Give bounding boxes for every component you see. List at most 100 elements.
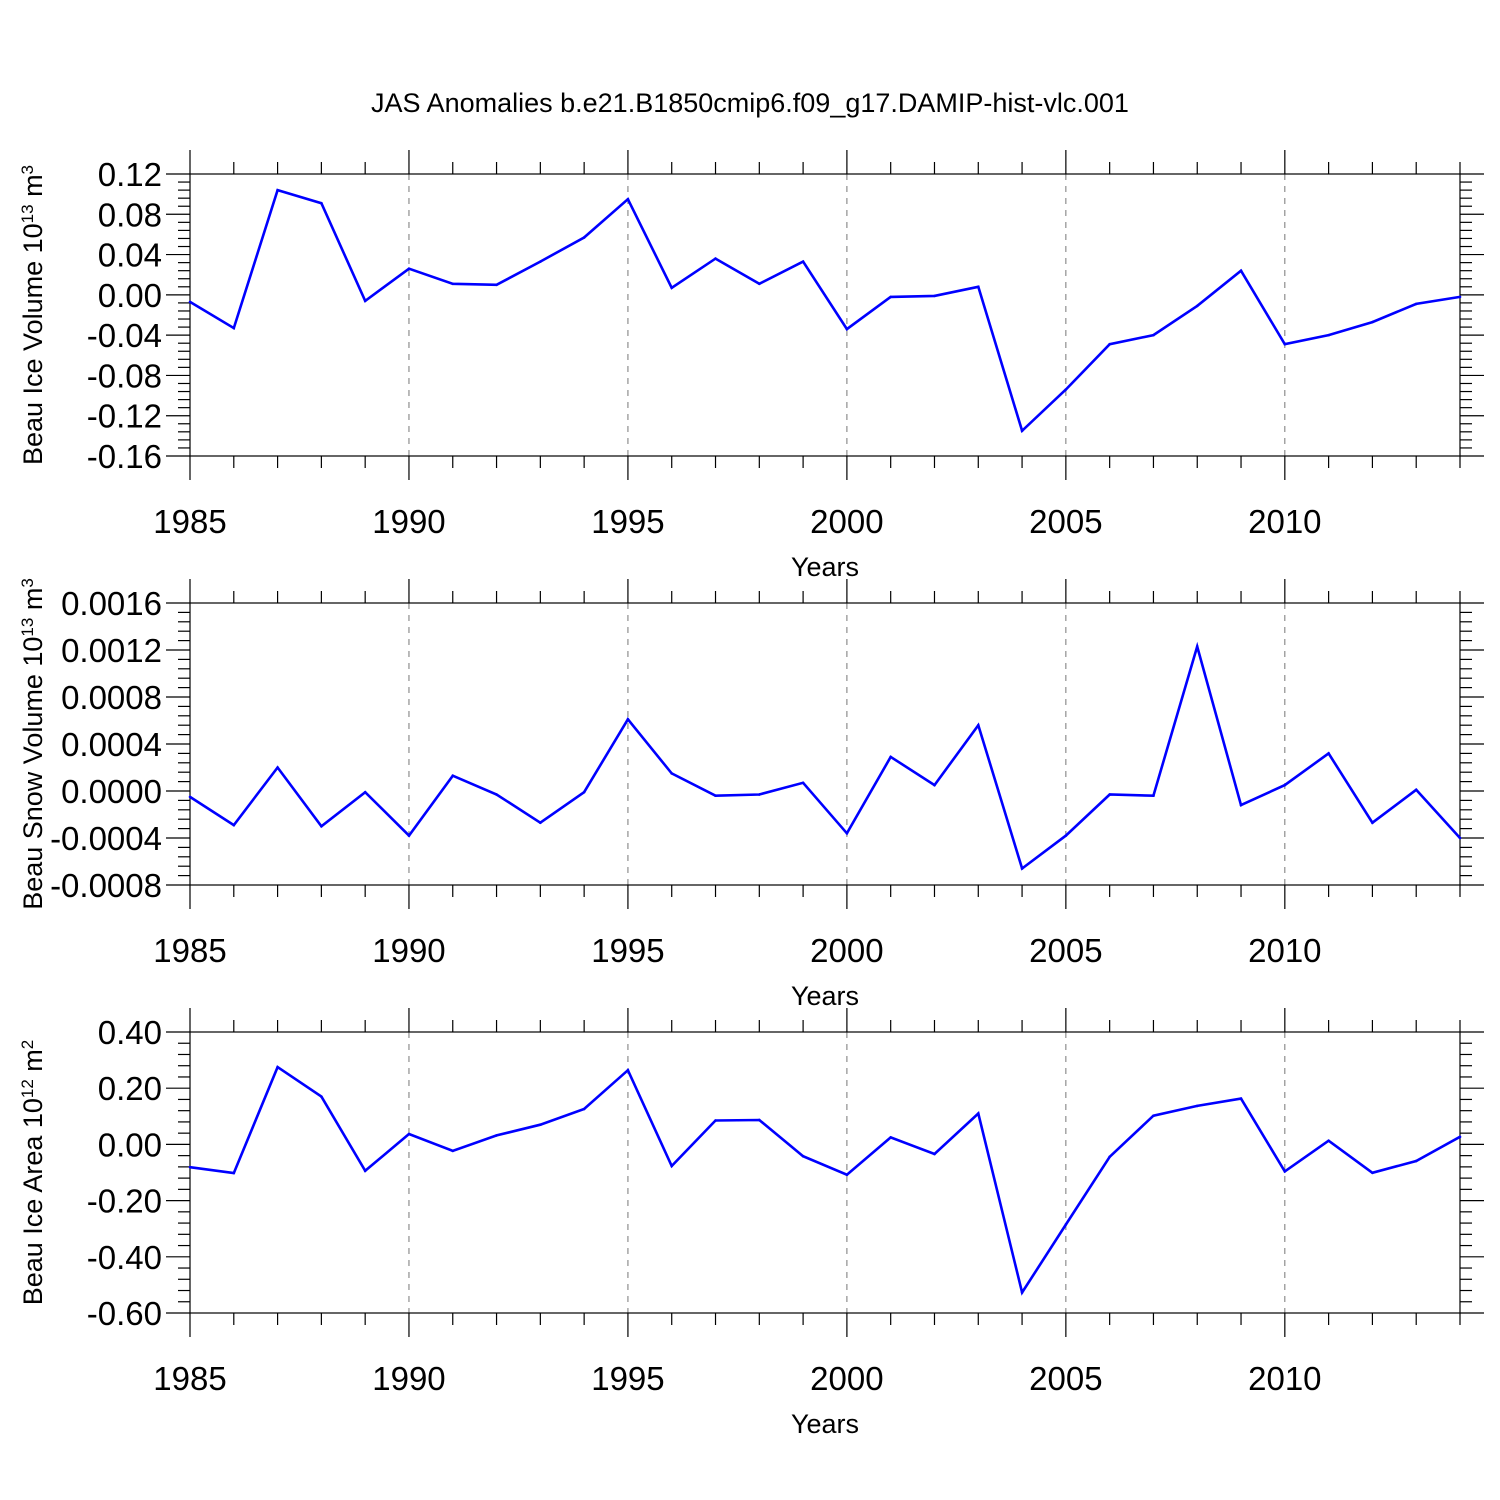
y-tick-label: 0.0012 [61,632,162,669]
y-tick-label: 0.0008 [61,679,162,716]
data-point [495,283,498,287]
data-point [320,824,323,828]
data-point [1327,1139,1330,1143]
data-point [1195,304,1199,308]
y-axis-label-part: m [18,174,48,204]
x-axis-label: Years [791,981,859,1011]
data-point [1195,645,1199,648]
data-point [1371,1171,1374,1175]
data-point [801,260,805,263]
x-tick-label: 1990 [372,1360,445,1397]
plot-frame [189,602,1461,886]
data-point [1152,1114,1155,1118]
x-tick-label: 2010 [1248,1360,1321,1397]
data-point [276,766,279,769]
x-tick-label: 2000 [810,503,883,540]
data-point [1327,333,1330,337]
y-tick-label: -0.20 [87,1183,162,1220]
data-point [1064,834,1068,837]
chart-panel-1: 1985 1990 1995 2000 2005 2010 0.120.08 0.040.00… [18,150,1484,582]
data-point [976,1112,980,1115]
y-axis-label: Beau Snow Volume 1013 m3 [18,578,49,910]
data-point [889,1136,892,1139]
data-point [889,755,892,759]
data-point [495,1134,498,1137]
data-point [451,1149,455,1153]
data-point [495,793,498,796]
chart-panel-3: 1985 1990 1995 2000 2005 2010 0.40 0.20 0.00 -0.2… [18,1008,1484,1439]
y-tick-label: 0.40 [98,1014,162,1051]
data-point [1108,793,1111,796]
x-tick-label: 2000 [810,1360,883,1397]
y-tick-label: 0.0000 [61,773,162,810]
data-point [1239,803,1243,807]
chart-title: JAS Anomalies b.e21.B1850cmip6.f09_g17.D… [371,88,1129,118]
data-point [539,821,542,825]
data-point [976,723,980,727]
data-point [451,282,455,286]
plot-frame [189,173,1461,457]
y-axis-label-part: Beau Ice Volume 10 [18,223,48,465]
data-point [1239,269,1243,272]
data-point [188,795,192,799]
data-point [933,294,936,298]
data-point [626,197,630,201]
data-point [1371,821,1374,825]
x-tick-label: 1985 [153,932,226,969]
y-axis-label-superscript: 12 [18,1079,37,1098]
y-axis-label-superscript: 13 [18,618,37,637]
x-tick-label: 1985 [153,1360,226,1397]
y-axis-label: Beau Ice Area 1012 m2 [18,1040,49,1306]
data-point [801,1154,805,1158]
data-point [232,823,236,827]
x-tick-label: 1995 [591,1360,664,1397]
y-axis-label-superscript: 3 [18,165,37,174]
x-tick-label: 1995 [591,932,664,969]
chart-panels: 1985 1990 1995 2000 2005 20100.120.080.040.00… [18,150,1484,1439]
data-point [933,1152,936,1156]
data-point [363,790,367,794]
data-point [758,793,761,796]
data-point [626,718,630,721]
y-axis-label-part: Beau Ice Area 10 [18,1098,48,1305]
data-point [1283,342,1287,346]
y-tick-label: -0.0008 [50,867,162,904]
data-point [188,1165,192,1169]
y-axis-label-part: m [18,588,48,618]
data-point [276,188,279,192]
y-axis-label-superscript: 3 [18,578,37,587]
data-point [1239,1097,1243,1100]
y-tick-label: -0.08 [87,357,162,394]
data-point [582,790,586,794]
data-point [1064,388,1068,391]
data-point [1152,333,1155,337]
y-tick-label: 0.0016 [61,585,162,622]
y-axis-label-superscript: 2 [18,1040,37,1049]
x-tick-label: 2010 [1248,503,1321,540]
data-point [539,260,542,263]
data-point [845,1173,849,1177]
y-axis-label-superscript: 13 [18,204,37,223]
data-point [670,286,674,290]
y-tick-label: 0.00 [98,277,162,314]
series-line [189,1065,1461,1296]
x-tick-label: 2005 [1029,932,1102,969]
data-point [451,774,455,778]
data-point [714,794,717,797]
data-point [1152,794,1155,797]
series-line [189,188,1461,434]
data-point [407,267,411,270]
data-point [714,257,717,260]
data-point [1108,1155,1111,1159]
data-point [801,781,805,785]
y-tick-label: -0.60 [87,1295,162,1332]
data-point [1327,752,1330,755]
y-tick-label: -0.12 [87,398,162,435]
data-point [933,783,936,787]
data-point [1195,1104,1199,1108]
data-point [845,832,849,835]
x-axis-label: Years [791,1409,859,1439]
data-point [1020,867,1024,870]
data-point [276,1065,279,1069]
data-point [1064,1223,1068,1226]
